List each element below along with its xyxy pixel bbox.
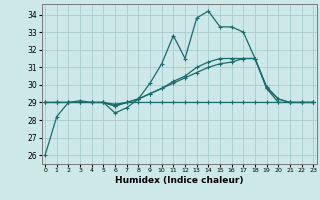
X-axis label: Humidex (Indice chaleur): Humidex (Indice chaleur): [115, 176, 244, 185]
